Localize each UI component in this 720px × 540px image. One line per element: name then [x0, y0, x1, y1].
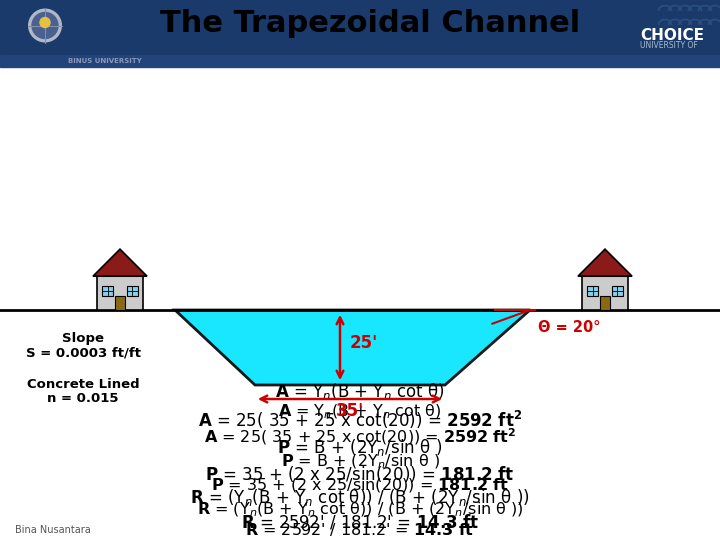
- Text: $\mathbf{A}$ = 25( 35 + 25 x cot(20)) = $\mathbf{2592\ ft^2}$: $\mathbf{A}$ = 25( 35 + 25 x cot(20)) = …: [198, 409, 522, 431]
- Text: $\mathbf{P}$ = 35 + (2 x 25/sin(20)) = $\mathbf{181.2\ ft}$: $\mathbf{P}$ = 35 + (2 x 25/sin(20)) = $…: [205, 464, 515, 484]
- Bar: [115, 296, 125, 310]
- Text: 25': 25': [350, 334, 378, 352]
- Circle shape: [40, 17, 50, 28]
- Text: $\mathbf{R}$ = 2592' / 181.2' = $\mathbf{14.3\ ft}$: $\mathbf{R}$ = 2592' / 181.2' = $\mathbf…: [246, 522, 474, 538]
- Text: 35': 35': [336, 402, 364, 420]
- Text: $\mathbf{P}$ = B + (2Y$_n$/sin θ ): $\mathbf{P}$ = B + (2Y$_n$/sin θ ): [277, 437, 443, 458]
- Polygon shape: [93, 249, 147, 276]
- Text: $\mathbf{A}$ = 25( 35 + 25 x cot(20)) = $\mathbf{2592\ ft^2}$: $\mathbf{A}$ = 25( 35 + 25 x cot(20)) = …: [204, 427, 516, 447]
- Text: $\mathbf{P}$ = 35 + (2 x 25/sin(20)) = $\mathbf{181.2\ ft}$: $\mathbf{P}$ = 35 + (2 x 25/sin(20)) = $…: [211, 476, 509, 494]
- Polygon shape: [175, 310, 530, 385]
- Circle shape: [28, 9, 62, 43]
- Text: $\mathbf{A}$ = Y$_n$(B + Y$_n$ cot θ): $\mathbf{A}$ = Y$_n$(B + Y$_n$ cot θ): [279, 403, 441, 421]
- Text: Concrete Lined: Concrete Lined: [27, 378, 139, 391]
- Text: Bina Nusantara: Bina Nusantara: [15, 525, 91, 535]
- Text: BINUS UNIVERSITY: BINUS UNIVERSITY: [68, 58, 142, 64]
- Bar: [0, 55, 720, 67]
- Bar: [0, 0, 720, 55]
- Text: S = 0.0003 ft/ft: S = 0.0003 ft/ft: [25, 346, 140, 359]
- Bar: [96, 276, 143, 310]
- Text: CHOICE: CHOICE: [640, 28, 704, 43]
- Bar: [582, 276, 629, 310]
- Text: $\mathbf{P}$ = B + (2Y$_n$/sin θ ): $\mathbf{P}$ = B + (2Y$_n$/sin θ ): [281, 453, 439, 471]
- Bar: [600, 296, 610, 310]
- Text: $\mathbf{R}$ = (Y$_n$(B + Y$_n$ cot θ)) / (B + (2Y$_n$/sin θ )): $\mathbf{R}$ = (Y$_n$(B + Y$_n$ cot θ)) …: [190, 488, 530, 509]
- Bar: [611, 286, 623, 296]
- Text: $\mathbf{R}$ = (Y$_n$(B + Y$_n$ cot θ)) / (B + (2Y$_n$/sin θ )): $\mathbf{R}$ = (Y$_n$(B + Y$_n$ cot θ)) …: [197, 501, 523, 519]
- Text: Slope: Slope: [62, 332, 104, 345]
- Text: $\mathbf{R}$ = 2592' / 181.2' = $\mathbf{14.3\ ft}$: $\mathbf{R}$ = 2592' / 181.2' = $\mathbf…: [241, 512, 479, 531]
- Text: n = 0.015: n = 0.015: [48, 392, 119, 405]
- Text: The Trapezoidal Channel: The Trapezoidal Channel: [160, 9, 580, 38]
- Bar: [127, 286, 138, 296]
- Circle shape: [32, 12, 58, 38]
- Bar: [588, 286, 598, 296]
- Bar: [102, 286, 114, 296]
- Polygon shape: [578, 249, 632, 276]
- Text: Θ = 20°: Θ = 20°: [538, 321, 600, 335]
- Text: UNIVERSITY OF: UNIVERSITY OF: [640, 40, 698, 50]
- Text: $\mathbf{A}$ = Y$_n$(B + Y$_n$ cot θ): $\mathbf{A}$ = Y$_n$(B + Y$_n$ cot θ): [275, 381, 445, 402]
